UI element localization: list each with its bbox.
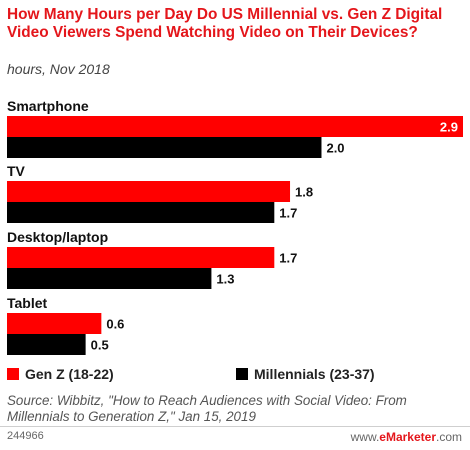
bar-chart: Smartphone 2.9 2.0 TV 1.8 1.7 Desktop/laptop 1.…	[7, 98, 463, 355]
bar-millennials	[7, 268, 212, 289]
value-label: 1.7	[279, 206, 297, 221]
legend-item-millennials: Millennials (23-37)	[236, 366, 375, 382]
value-label: 2.9	[440, 120, 458, 135]
brand-link[interactable]: www.eMarketer.com	[351, 430, 462, 444]
bar-genz	[7, 313, 102, 334]
chart-title: How Many Hours per Day Do US Millennial …	[7, 6, 443, 41]
category-label: TV	[7, 163, 26, 179]
bar-millennials	[7, 334, 86, 355]
value-label: 1.3	[216, 272, 234, 287]
legend-item-genz: Gen Z (18-22)	[7, 366, 114, 382]
brand-suffix: .com	[435, 430, 462, 444]
value-label: 1.8	[295, 185, 313, 200]
source-note: Source: Wibbitz, "How to Reach Audiences…	[7, 393, 407, 424]
value-label: 1.7	[279, 251, 297, 266]
bar-genz	[7, 247, 275, 268]
category-label: Smartphone	[7, 98, 89, 114]
legend-swatch-millennials	[236, 368, 248, 380]
legend-swatch-genz	[7, 368, 19, 380]
value-label: 2.0	[326, 141, 344, 156]
chart-id: 244966	[7, 430, 44, 442]
value-label: 0.6	[106, 317, 124, 332]
bar-genz	[7, 116, 463, 137]
category-label: Tablet	[7, 295, 48, 311]
category-label: Desktop/laptop	[7, 229, 108, 245]
legend-label-millennials: Millennials (23-37)	[254, 366, 375, 382]
bar-millennials	[7, 137, 322, 158]
brand-name: eMarketer	[379, 430, 436, 444]
bar-millennials	[7, 202, 275, 223]
legend-label-genz: Gen Z (18-22)	[25, 366, 114, 382]
bar-genz	[7, 181, 291, 202]
footer-divider	[0, 426, 470, 427]
brand-prefix: www.	[350, 430, 380, 444]
value-label: 0.5	[91, 338, 109, 353]
chart-subtitle: hours, Nov 2018	[7, 61, 110, 77]
